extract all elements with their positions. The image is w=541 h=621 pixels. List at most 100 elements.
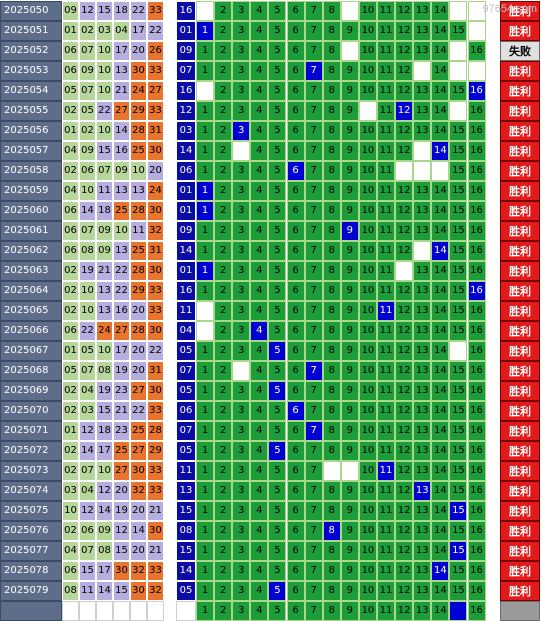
result-win-badge: 胜利 [500,141,540,161]
candidate-number-cell: 14 [431,201,450,221]
candidate-number-cell: 13 [413,341,432,361]
candidate-number-cell: 8 [322,81,341,101]
candidate-number-cell: 10 [358,481,377,501]
hit-number-cell: 5 [268,341,287,361]
candidate-number-cell: 2 [214,201,233,221]
candidate-number-cell: 2 [214,1,233,21]
result-win-badge: 胜利 [500,161,540,181]
candidate-number-cell [340,1,359,21]
candidate-number-cell: 9 [340,321,359,341]
candidate-number-cell: 8 [322,581,341,601]
candidate-number-cell: 8 [322,421,341,441]
candidate-number-cell: 8 [322,261,341,281]
candidate-number-cell: 8 [322,361,341,381]
red-ball-number: 08 [96,361,113,381]
prediction-red-slot [62,601,79,621]
candidate-number-cell: 3 [232,421,251,441]
candidate-number-cell: 3 [232,1,251,21]
candidate-number-cell: 13 [413,581,432,601]
candidate-number-cell: 12 [395,481,414,501]
red-ball-number: 12 [79,421,96,441]
red-ball-number: 30 [113,561,130,581]
red-ball-number: 10 [79,301,96,321]
candidate-number-cell: 7 [304,321,323,341]
candidate-number-cell: 4 [250,241,269,261]
issue-number: 2025052 [0,41,62,61]
candidate-number-cell: 6 [286,101,305,121]
red-ball-number: 31 [147,361,164,381]
red-ball-number: 22 [113,281,130,301]
red-ball-number: 19 [96,381,113,401]
candidate-number-cell: 16 [467,121,486,141]
candidate-number-cell: 14 [431,381,450,401]
candidate-number-cell: 7 [304,41,323,61]
issue-number: 2025056 [0,121,62,141]
candidate-number-cell: 7 [304,501,323,521]
candidate-number-cell: 8 [322,401,341,421]
candidate-number-cell: 3 [232,181,251,201]
candidate-number-cell [449,41,468,61]
candidate-number-cell [196,301,215,321]
candidate-number-cell [340,461,359,481]
candidate-number-cell: 2 [214,221,233,241]
prediction-red-slot [130,601,147,621]
red-ball-number: 10 [79,181,96,201]
red-ball-number: 18 [96,201,113,221]
candidate-number-cell: 9 [340,361,359,381]
prediction-number-cell: 2 [214,601,233,621]
candidate-number-cell: 11 [377,261,396,281]
red-ball-number: 33 [147,401,164,421]
red-ball-number: 10 [96,81,113,101]
candidate-number-cell: 4 [250,401,269,421]
red-ball-number: 06 [79,161,96,181]
candidate-number-cell: 1 [196,361,215,381]
prediction-number-cell: 7 [304,601,323,621]
result-win-badge: 胜利 [500,341,540,361]
red-ball-number: 22 [96,101,113,121]
candidate-number-cell: 11 [377,121,396,141]
candidate-number-cell [467,21,486,41]
candidate-number-cell: 7 [304,221,323,241]
candidate-number-cell: 12 [395,81,414,101]
red-ball-number: 09 [79,61,96,81]
candidate-number-cell [431,161,450,181]
candidate-number-cell: 12 [395,401,414,421]
red-ball-number: 30 [130,581,147,601]
candidate-number-cell: 6 [286,121,305,141]
candidate-number-cell: 8 [322,141,341,161]
candidate-number-cell: 6 [286,541,305,561]
issue-number: 2025057 [0,141,62,161]
candidate-number-cell: 8 [322,101,341,121]
candidate-number-cell: 2 [214,341,233,361]
candidate-number-cell: 11 [377,401,396,421]
candidate-number-cell: 7 [304,381,323,401]
candidate-number-cell: 12 [395,541,414,561]
red-ball-number: 33 [147,481,164,501]
candidate-number-cell: 4 [250,101,269,121]
candidate-number-cell: 11 [377,21,396,41]
candidate-number-cell: 16 [467,301,486,321]
candidate-number-cell: 3 [232,461,251,481]
red-ball-number: 13 [130,181,147,201]
red-ball-number: 10 [96,61,113,81]
candidate-number-cell: 4 [250,161,269,181]
candidate-number-cell: 6 [286,321,305,341]
blue-ball-number: 04 [176,321,196,341]
result-win-badge: 胜利 [500,1,540,21]
candidate-number-cell: 1 [196,121,215,141]
red-ball-number: 13 [113,61,130,81]
red-ball-number: 25 [113,201,130,221]
red-ball-number: 27 [113,461,130,481]
candidate-number-cell: 4 [250,501,269,521]
blue-ball-number: 09 [176,41,196,61]
candidate-number-cell [467,1,486,21]
red-ball-number: 04 [79,481,96,501]
candidate-number-cell: 8 [322,441,341,461]
candidate-number-cell: 11 [377,341,396,361]
result-win-badge: 胜利 [500,241,540,261]
candidate-number-cell: 16 [467,401,486,421]
candidate-number-cell: 10 [358,421,377,441]
red-ball-number: 02 [62,521,79,541]
candidate-number-cell: 16 [467,321,486,341]
red-ball-number: 21 [147,541,164,561]
